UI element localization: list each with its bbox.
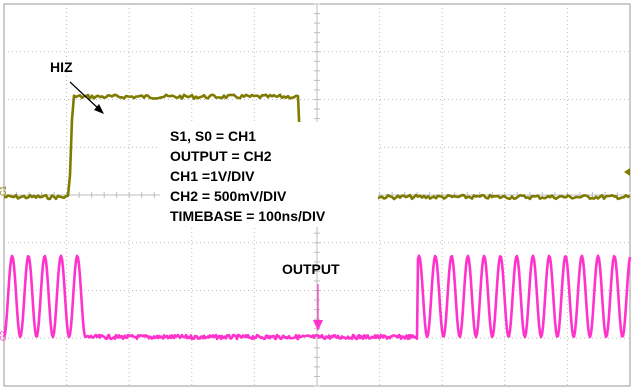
- settings-line: CH1 =1V/DIV: [170, 168, 255, 184]
- settings-line: S1, S0 = CH1: [170, 128, 256, 144]
- settings-line: TIMEBASE = 100ns/DIV: [170, 208, 326, 224]
- settings-box: [160, 122, 378, 227]
- output-arrow-head-icon: [313, 320, 323, 331]
- hiz-arrow-line: [69, 81, 101, 111]
- ch2-marker-label: C2: [0, 330, 8, 341]
- settings-line: CH2 = 500mV/DIV: [170, 188, 287, 204]
- hiz-annotation: HIZ: [50, 59, 73, 75]
- output-annotation: OUTPUT: [282, 261, 340, 277]
- ch1-marker-label: C1: [0, 185, 8, 196]
- ch2-marker: C2: [0, 330, 8, 341]
- settings-line: OUTPUT = CH2: [170, 148, 272, 164]
- trigger-marker-icon: [624, 168, 630, 176]
- hiz-arrow-head-icon: [94, 104, 104, 114]
- ch2-trace: [2, 254, 632, 341]
- ch1-marker: C1: [0, 185, 8, 196]
